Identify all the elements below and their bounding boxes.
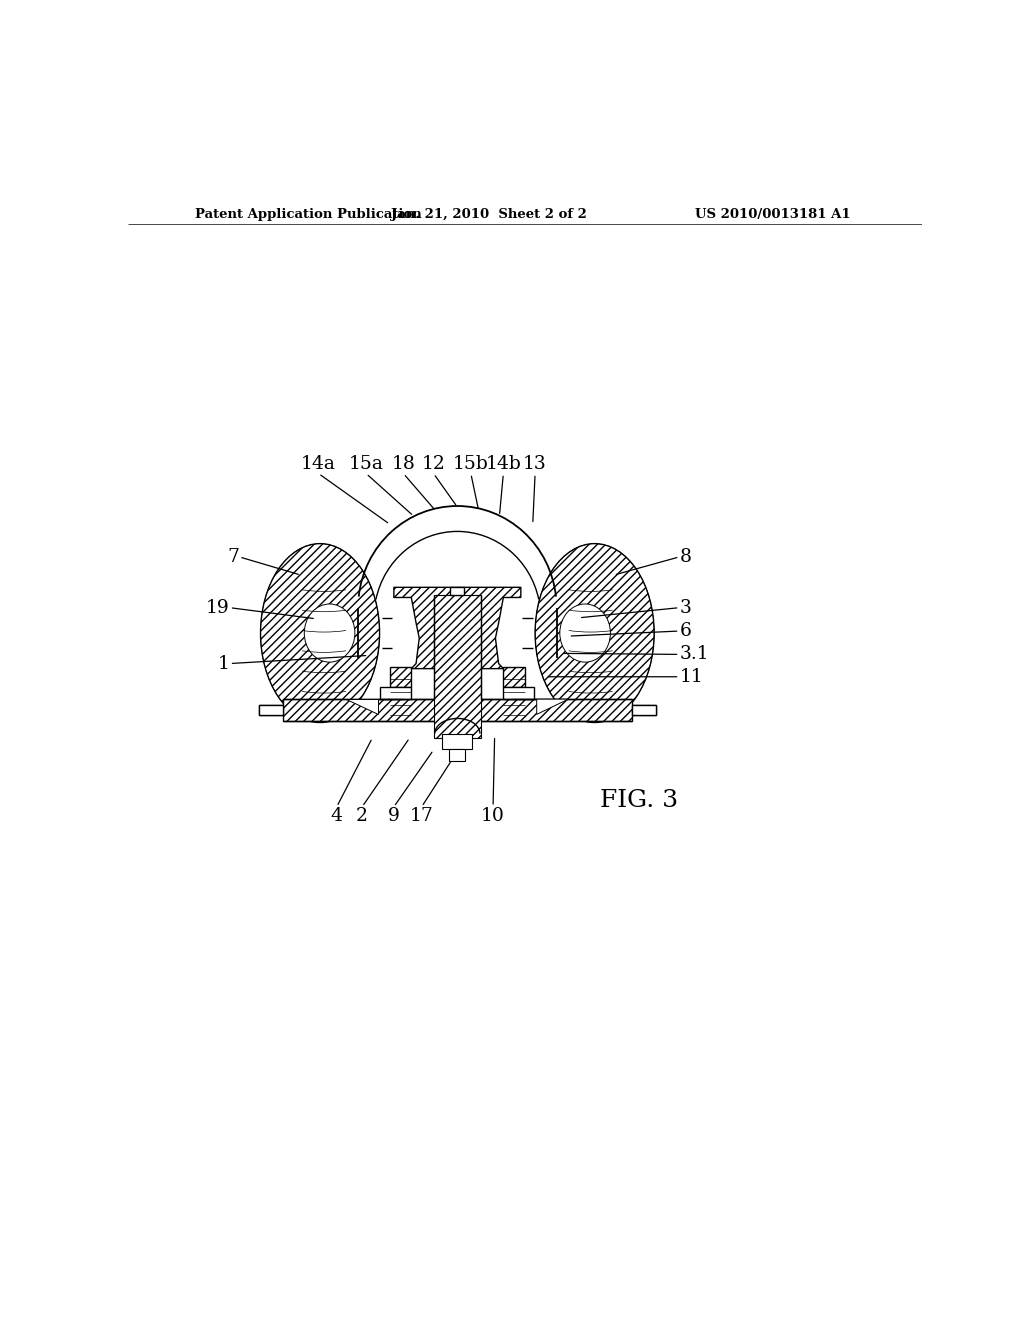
Ellipse shape [304, 605, 355, 663]
Text: 15b: 15b [453, 455, 488, 474]
Text: 7: 7 [227, 548, 240, 566]
Polygon shape [537, 700, 568, 714]
Polygon shape [283, 700, 632, 722]
Polygon shape [380, 686, 412, 700]
Text: US 2010/0013181 A1: US 2010/0013181 A1 [694, 207, 850, 220]
Polygon shape [450, 748, 465, 762]
Polygon shape [451, 587, 465, 595]
Polygon shape [394, 587, 521, 669]
Text: Jan. 21, 2010  Sheet 2 of 2: Jan. 21, 2010 Sheet 2 of 2 [391, 207, 587, 220]
Text: 15a: 15a [348, 455, 384, 474]
Text: 19: 19 [206, 599, 229, 616]
Polygon shape [259, 705, 350, 715]
Polygon shape [442, 734, 472, 748]
Text: Patent Application Publication: Patent Application Publication [196, 207, 422, 220]
Text: 4: 4 [331, 807, 343, 825]
Text: 13: 13 [523, 455, 547, 474]
Text: 8: 8 [680, 548, 691, 566]
Polygon shape [433, 595, 481, 738]
Text: 2: 2 [356, 807, 368, 825]
Text: 17: 17 [410, 807, 433, 825]
Text: 11: 11 [680, 668, 703, 686]
Ellipse shape [560, 605, 610, 663]
Text: 3: 3 [680, 599, 691, 616]
Text: 14a: 14a [301, 455, 336, 474]
Text: FIG. 3: FIG. 3 [600, 788, 678, 812]
Polygon shape [259, 705, 283, 715]
Polygon shape [504, 686, 535, 700]
Polygon shape [504, 667, 524, 686]
Text: 3.1: 3.1 [680, 645, 710, 664]
Text: 18: 18 [391, 455, 416, 474]
Polygon shape [632, 705, 655, 715]
Ellipse shape [536, 544, 654, 722]
Text: 6: 6 [680, 622, 691, 640]
Polygon shape [346, 700, 378, 714]
Polygon shape [390, 667, 412, 686]
Text: 10: 10 [481, 807, 505, 825]
Text: 1: 1 [218, 655, 229, 673]
Ellipse shape [260, 544, 380, 722]
Text: 14b: 14b [485, 455, 521, 474]
Polygon shape [564, 705, 655, 715]
Text: 9: 9 [388, 807, 399, 825]
Text: 12: 12 [422, 455, 445, 474]
